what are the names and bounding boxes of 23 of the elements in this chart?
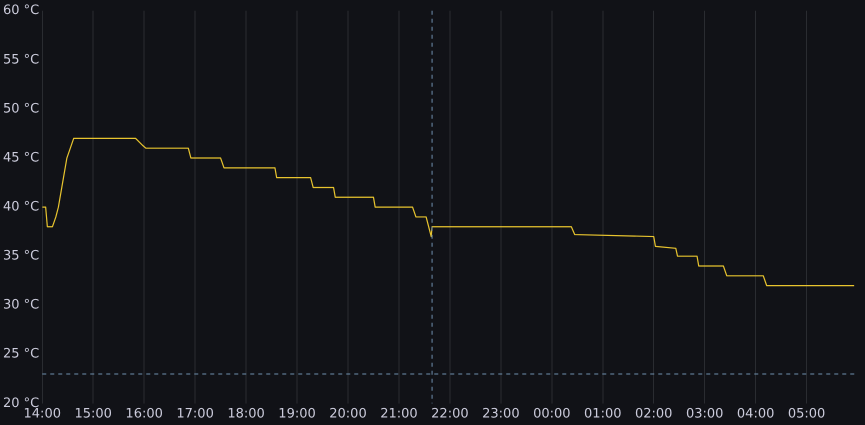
- x-tick-label: 22:00: [431, 406, 469, 422]
- x-tick-label: 00:00: [533, 406, 571, 422]
- y-tick-label: 60 °C: [2, 3, 40, 18]
- y-tick-label: 50 °C: [2, 101, 40, 116]
- x-tick-label: 01:00: [584, 406, 622, 422]
- x-tick-label: 03:00: [686, 406, 724, 422]
- x-tick-label: 05:00: [788, 406, 826, 422]
- x-tick-label: 02:00: [634, 406, 672, 422]
- y-tick-label: 45 °C: [2, 150, 40, 166]
- y-tick-label: 35 °C: [2, 248, 40, 264]
- x-tick-label: 19:00: [278, 406, 316, 422]
- y-tick-label: 55 °C: [2, 52, 40, 68]
- x-tick-label: 18:00: [227, 406, 265, 422]
- x-tick-label: 21:00: [380, 406, 418, 422]
- x-tick-label: 20:00: [329, 406, 367, 422]
- x-tick-label: 04:00: [736, 406, 774, 422]
- x-tick-label: 16:00: [125, 406, 163, 422]
- x-tick-label: 23:00: [482, 406, 520, 422]
- y-tick-label: 40 °C: [2, 199, 40, 214]
- y-tick-label: 30 °C: [2, 298, 40, 313]
- x-tick-label: 15:00: [74, 406, 112, 422]
- x-tick-label: 17:00: [176, 406, 214, 422]
- y-tick-label: 25 °C: [2, 346, 40, 362]
